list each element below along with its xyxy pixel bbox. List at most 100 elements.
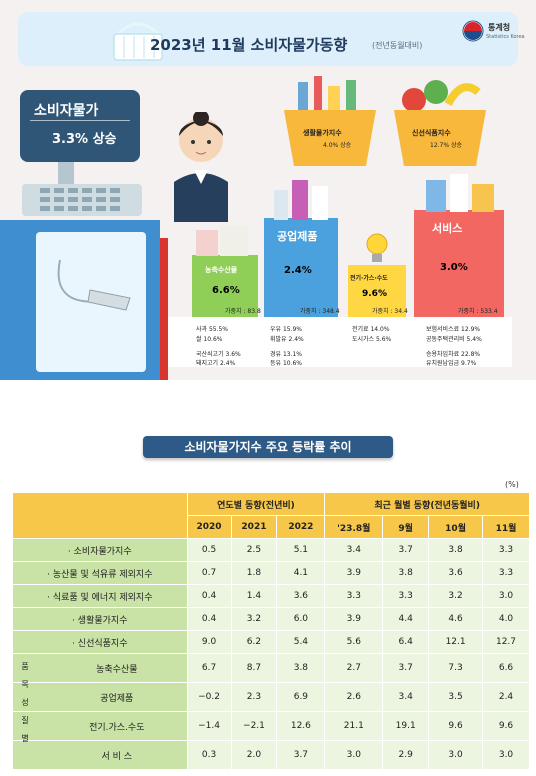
- unit-label: (%): [505, 480, 519, 489]
- row-label-text: 서 비 스: [101, 751, 133, 762]
- living-basket-icon: [284, 76, 376, 166]
- table-cell: 3.7: [382, 653, 430, 683]
- table-cell: 12.6: [276, 711, 326, 741]
- row-label-text: 식료품 및 에너지 제외지수: [52, 592, 153, 603]
- table-cell: 6.9: [276, 682, 326, 712]
- basket-icon: [113, 22, 163, 61]
- bullet-icon: ·: [67, 546, 74, 557]
- industrial-bar: [264, 218, 338, 317]
- table-cell: −0.2: [186, 682, 232, 712]
- table-cell: 19.1: [382, 711, 430, 741]
- table-cell: 6.0: [276, 607, 326, 631]
- agri-bar: [192, 255, 258, 317]
- table-cell: 4.6: [428, 607, 484, 631]
- agri-value: 6.6%: [212, 285, 240, 296]
- service-bar: [414, 210, 504, 317]
- table-cell: 5.6: [324, 630, 384, 654]
- bullet-icon: ·: [47, 569, 53, 580]
- table-cell: 12.7: [482, 630, 530, 654]
- table-cell: 12.1: [428, 630, 484, 654]
- industrial-value: 2.4%: [284, 265, 312, 276]
- utility-detail: 도시가스 5.6%: [352, 336, 392, 343]
- table-cell: 5.4: [276, 630, 326, 654]
- row-label: · 생활물가지수: [12, 607, 188, 631]
- table-cell: 9.0: [186, 630, 232, 654]
- table-cell: 3.4: [382, 682, 430, 712]
- table-cell: 2.7: [324, 653, 384, 683]
- cashier-character-icon: [174, 112, 228, 222]
- infographic: 2023년 11월 소비자물가동향 (전년동월대비) 통계청 Statistic…: [0, 0, 536, 380]
- table-row: · 신선식품지수 9.0 6.2 5.4 5.6 6.4 12.1 12.7: [12, 630, 530, 654]
- row-label: 서 비 스: [12, 740, 188, 770]
- row-label-text: 공업제품: [100, 693, 134, 704]
- row-label-text: 농산물 및 석유류 제외지수: [52, 569, 153, 580]
- title-banner: [18, 12, 518, 66]
- table-cell: −2.1: [230, 711, 278, 741]
- table-cell: 3.3: [482, 561, 530, 585]
- bullet-icon: ·: [72, 615, 78, 626]
- lightbulb-icon: [366, 233, 388, 262]
- row-label: 공업제품: [12, 682, 188, 712]
- table-cell: 3.8: [276, 653, 326, 683]
- service-detail: 승용차임차료 22.8%: [426, 351, 481, 358]
- table-row: 공업제품 −0.2 2.3 6.9 2.6 3.4 3.5 2.4: [12, 682, 530, 712]
- row-label-text: 생활물가지수: [77, 615, 128, 626]
- table-cell: 3.5: [428, 682, 484, 712]
- table-cell: 3.2: [428, 584, 484, 608]
- table-cell: 2.6: [324, 682, 384, 712]
- table-cell: 3.3: [324, 584, 384, 608]
- row-label: · 식료품 및 에너지 제외지수: [12, 584, 188, 608]
- register-stand: [58, 162, 74, 184]
- counter-edge: [160, 238, 168, 380]
- detail-strip: [168, 317, 512, 367]
- utility-detail: 전기료 14.0%: [352, 326, 390, 333]
- service-name: 서비스: [432, 222, 463, 235]
- banner-title: 2023년 11월 소비자물가동향: [150, 36, 348, 54]
- table-cell: 9.6: [482, 711, 530, 741]
- headline-label: 소비자물가: [34, 103, 99, 119]
- table-cell: 4.4: [382, 607, 430, 631]
- row-label: 전기.가스.수도: [12, 711, 188, 741]
- group-label: 품목성질별: [21, 662, 29, 743]
- table-cell: 7.3: [428, 653, 484, 683]
- row-label-text: 소비자물가지수: [73, 546, 132, 557]
- display-divider: [30, 120, 130, 121]
- row-label-text: 농축수산물: [96, 664, 138, 675]
- utility-bar: [348, 265, 406, 317]
- row-label: · 소비자물가지수: [12, 538, 188, 562]
- agri-weight: 가중치 : 83.8: [225, 308, 261, 315]
- column-group-header: 연도별 동향(전년비): [186, 492, 326, 516]
- table-cell: 3.8: [428, 538, 484, 562]
- table-cell: 2.5: [230, 538, 278, 562]
- service-items-icon: [426, 174, 494, 212]
- column-header: 2022: [276, 515, 326, 539]
- table-cell: 3.0: [482, 740, 530, 770]
- column-header: 2020: [186, 515, 232, 539]
- service-detail: 공동주택관리비 5.4%: [426, 336, 482, 343]
- agri-detail: 국산쇠고기 3.6%: [196, 351, 241, 358]
- table-cell: 4.0: [482, 607, 530, 631]
- table-cell: 1.8: [230, 561, 278, 585]
- table-cell: 6.2: [230, 630, 278, 654]
- table-cell: 3.0: [428, 740, 484, 770]
- table-cell: 0.4: [186, 584, 232, 608]
- table-cell: 3.0: [324, 740, 384, 770]
- statistics-korea-logo-icon: [462, 20, 484, 42]
- table-cell: 0.3: [186, 740, 232, 770]
- keypad-icon: [40, 188, 120, 211]
- table-cell: 2.3: [230, 682, 278, 712]
- fresh-food-basket-icon: [394, 80, 486, 166]
- industrial-detail: 휘발유 2.4%: [270, 336, 304, 343]
- utility-value: 9.6%: [362, 289, 387, 299]
- table-row: 품목성질별 농축수산물 6.7 8.7 3.8 2.7 3.7 7.3 6.6: [12, 653, 530, 743]
- service-weight: 가중치 : 533.4: [458, 308, 498, 315]
- table-cell: 1.4: [230, 584, 278, 608]
- table-cell: 8.7: [230, 653, 278, 683]
- table-cell: 5.1: [276, 538, 326, 562]
- register-display: [20, 90, 140, 162]
- industrial-weight: 가중치 : 348.4: [300, 308, 340, 315]
- logo-subtext: Statistics Korea: [486, 34, 525, 40]
- agri-detail: 사과 55.5%: [196, 326, 229, 333]
- industrial-detail: 우유 15.9%: [270, 326, 303, 333]
- table-cell: 3.9: [324, 607, 384, 631]
